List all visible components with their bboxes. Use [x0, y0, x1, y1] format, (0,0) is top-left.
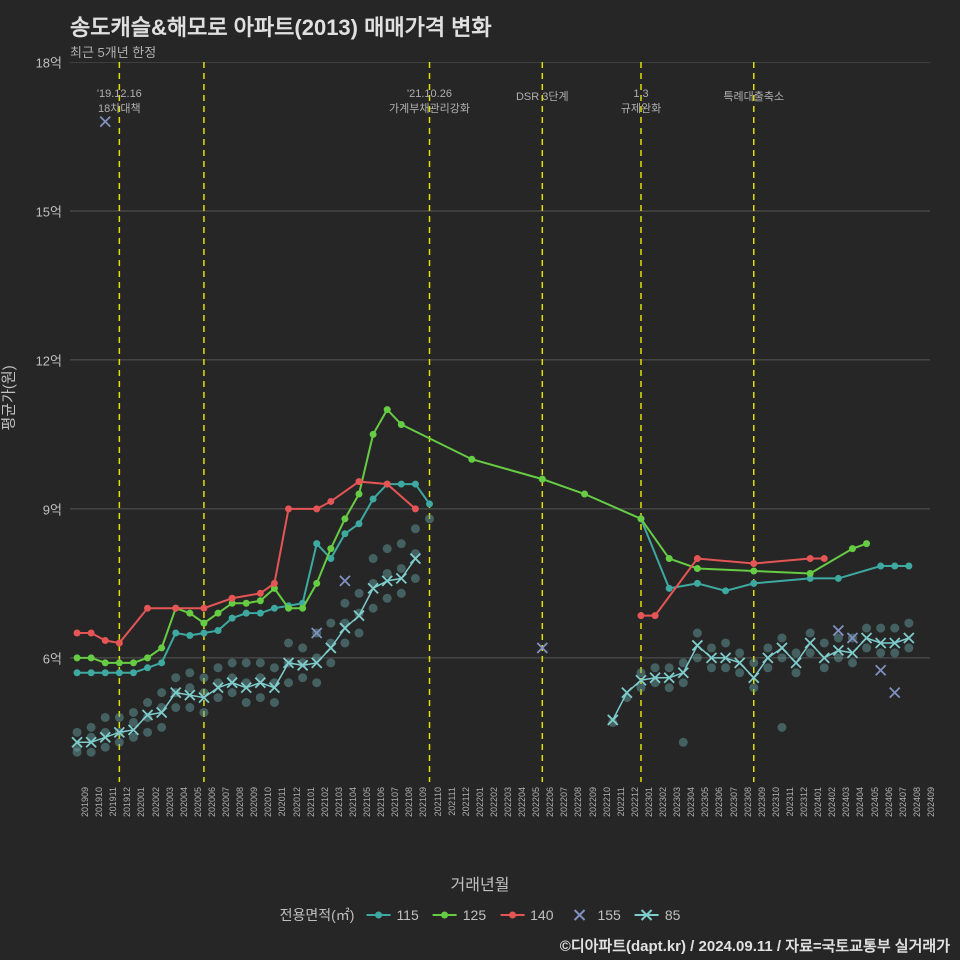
event-annotation: DSR 3단계: [516, 88, 569, 104]
x-tick-label: 202108: [404, 787, 414, 817]
x-tick-label: 202011: [277, 787, 287, 816]
event-annotation: 특례대출축소: [723, 88, 784, 104]
event-annotation: 1.3규제완화: [621, 88, 661, 116]
x-tick-label: 202306: [714, 787, 724, 817]
x-tick-label: 202104: [348, 787, 358, 817]
x-tick-label: 201911: [108, 787, 118, 816]
legend-label: 155: [597, 907, 620, 923]
x-tick-label: 202112: [461, 787, 471, 816]
x-tick-label: 202305: [700, 787, 710, 817]
x-tick-label: 202407: [898, 787, 908, 817]
chart-subtitle: 최근 5개년 한정: [70, 42, 156, 61]
x-tick-label: 202301: [644, 787, 654, 817]
legend-item: 125: [433, 907, 486, 923]
legend-label: 85: [665, 907, 681, 923]
x-tick-label: 202304: [686, 787, 696, 817]
x-tick-label: 202402: [827, 787, 837, 817]
x-tick-label: 202110: [433, 787, 443, 816]
x-tick-label: 202006: [207, 787, 217, 817]
x-tick-label: 202105: [362, 787, 372, 817]
x-tick-label: 202311: [785, 787, 795, 816]
x-tick-label: 202307: [729, 787, 739, 817]
x-tick-label: 202002: [151, 787, 161, 817]
legend-item: 85: [635, 907, 681, 923]
x-tick-label: 202209: [588, 787, 598, 817]
x-tick-label: 202007: [221, 787, 231, 817]
x-tick-label: 202406: [884, 787, 894, 817]
x-tick-label: 202303: [672, 787, 682, 817]
x-tick-label: 202103: [334, 787, 344, 817]
legend-item: 115: [366, 907, 418, 923]
legend-item: 155: [567, 907, 620, 923]
legend-label: 125: [463, 907, 486, 923]
x-tick-label: 202409: [926, 787, 936, 817]
x-tick-label: 202201: [475, 787, 485, 817]
x-tick-label: 202310: [771, 787, 781, 817]
x-tick-label: 201910: [94, 787, 104, 817]
x-tick-label: 202309: [757, 787, 767, 817]
x-tick-label: 202111: [447, 787, 457, 816]
x-tick-label: 202401: [813, 787, 823, 817]
x-tick-label: 202405: [870, 787, 880, 817]
x-tick-label: 202102: [320, 787, 330, 817]
x-tick-label: 202212: [630, 787, 640, 817]
x-tick-label: 202207: [559, 787, 569, 817]
x-tick-label: 202012: [292, 787, 302, 817]
legend-title: 전용면적(㎡): [280, 905, 355, 925]
footer-credit: ©디아파트(dapt.kr) / 2024.09.11 / 자료=국토교통부 실…: [560, 935, 950, 956]
x-tick-label: 202308: [743, 787, 753, 817]
x-tick-label: 202106: [376, 787, 386, 817]
chart-title: 송도캐슬&해모로 아파트(2013) 매매가격 변화: [70, 10, 492, 42]
y-axis-title: 평균가(원): [0, 365, 19, 430]
legend-label: 115: [396, 907, 418, 923]
x-tick-label: 202211: [616, 787, 626, 816]
y-tick-label: 15억: [36, 201, 62, 220]
x-tick-label: 202009: [249, 787, 259, 817]
x-tick-label: 202003: [165, 787, 175, 817]
x-tick-label: 202010: [263, 787, 273, 817]
legend-label: 140: [530, 907, 553, 923]
x-tick-label: 202302: [658, 787, 668, 817]
x-tick-label: 202001: [136, 787, 146, 817]
x-tick-label: 202203: [503, 787, 513, 817]
plot-area: [70, 62, 930, 782]
x-tick-label: 201909: [80, 787, 90, 817]
x-tick-label: 202005: [193, 787, 203, 817]
event-annotation: '19.12.1618차대책: [97, 88, 142, 116]
x-tick-label: 202404: [855, 787, 865, 817]
y-tick-label: 12억: [36, 350, 62, 369]
x-axis-title: 거래년월: [451, 871, 510, 895]
x-tick-label: 202403: [841, 787, 851, 817]
event-annotation: '21.10.26가계부채관리강화: [389, 88, 470, 116]
x-tick-label: 202008: [235, 787, 245, 817]
y-tick-label: 6억: [43, 648, 62, 667]
x-tick-label: 201912: [122, 787, 132, 817]
x-tick-label: 202202: [489, 787, 499, 817]
x-tick-label: 202205: [531, 787, 541, 817]
x-tick-label: 202101: [306, 787, 316, 817]
x-tick-label: 202408: [912, 787, 922, 817]
chart-container: 송도캐슬&해모로 아파트(2013) 매매가격 변화 최근 5개년 한정 평균가…: [0, 0, 960, 960]
y-tick-label: 18억: [36, 53, 62, 72]
x-tick-label: 202312: [799, 787, 809, 817]
legend: 전용면적(㎡) 115 125 140 155 85: [280, 905, 681, 925]
x-tick-label: 202208: [573, 787, 583, 817]
x-tick-label: 202004: [179, 787, 189, 817]
x-tick-label: 202206: [545, 787, 555, 817]
x-tick-label: 202204: [517, 787, 527, 817]
y-tick-label: 9억: [43, 499, 62, 518]
x-tick-label: 202109: [418, 787, 428, 817]
x-tick-label: 202107: [390, 787, 400, 817]
x-tick-label: 202210: [602, 787, 612, 817]
legend-item: 140: [500, 907, 553, 923]
